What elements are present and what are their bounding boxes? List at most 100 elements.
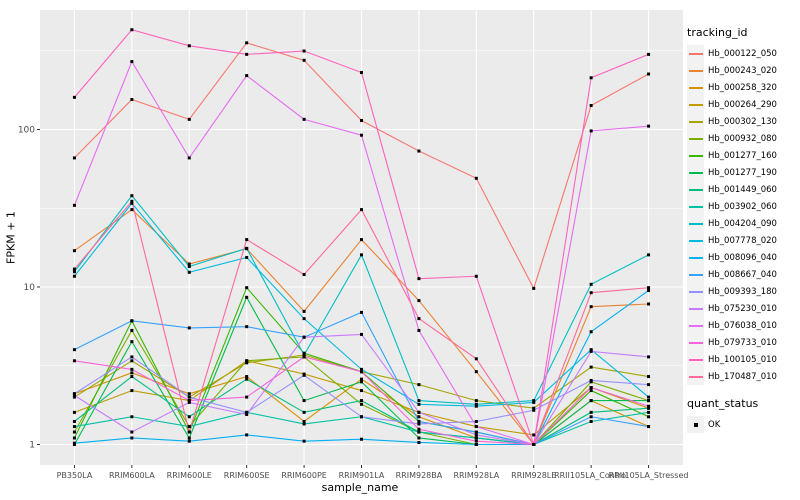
- data-point: [647, 415, 651, 419]
- data-point: [474, 425, 478, 429]
- data-point: [187, 415, 191, 419]
- legend-item-Hb_000122_050: Hb_000122_050: [687, 45, 799, 62]
- legend-key: [687, 334, 704, 351]
- data-point: [245, 375, 249, 379]
- data-point: [417, 430, 421, 434]
- data-point: [647, 52, 651, 56]
- data-point: [187, 392, 191, 396]
- data-point: [130, 208, 134, 212]
- legend-item-Hb_004204_090: Hb_004204_090: [687, 215, 799, 232]
- legend-key: [687, 317, 704, 334]
- legend-color-line: [688, 154, 703, 157]
- data-point: [647, 395, 651, 399]
- data-point: [589, 305, 593, 309]
- legend-key: [687, 62, 704, 79]
- legend-title-tracking-id: tracking_id: [687, 26, 748, 39]
- data-point: [72, 359, 76, 363]
- data-point: [417, 415, 421, 419]
- data-point: [417, 317, 421, 321]
- data-point: [245, 361, 249, 365]
- data-point: [130, 389, 134, 393]
- data-point: [360, 133, 363, 137]
- legend-key: [687, 351, 704, 368]
- y-tick-label: 100: [18, 126, 35, 136]
- legend-label: Hb_000243_020: [708, 65, 777, 76]
- data-point: [647, 406, 651, 410]
- data-point: [647, 404, 651, 408]
- data-point: [474, 439, 478, 443]
- data-point: [417, 399, 421, 403]
- data-point: [72, 393, 76, 397]
- data-point: [589, 365, 593, 369]
- data-point: [302, 335, 306, 339]
- data-point: [589, 378, 593, 382]
- legend-item-Hb_009393_180: Hb_009393_180: [687, 283, 799, 300]
- data-point: [360, 377, 363, 381]
- data-point: [72, 270, 76, 274]
- data-point: [474, 399, 478, 403]
- data-point: [187, 436, 191, 440]
- legend-item-Hb_000302_130: Hb_000302_130: [687, 113, 799, 130]
- data-point: [72, 203, 76, 207]
- data-point: [187, 425, 191, 429]
- legend-item-Hb_008667_040: Hb_008667_040: [687, 266, 799, 283]
- data-point: [474, 430, 478, 434]
- legend-color-line: [688, 324, 703, 327]
- legend-item-Hb_007778_020: Hb_007778_020: [687, 232, 799, 249]
- legend-item-Hb_003902_060: Hb_003902_060: [687, 198, 799, 215]
- legend-color-line: [688, 256, 703, 259]
- data-point: [130, 60, 134, 64]
- data-point: [72, 274, 76, 278]
- legend-label: Hb_008667_040: [708, 269, 777, 280]
- legend-color-line: [688, 137, 703, 140]
- data-point: [647, 383, 651, 387]
- legend-label: Hb_001277_160: [708, 150, 777, 161]
- legend-label: Hb_001277_190: [708, 167, 777, 178]
- data-point: [245, 255, 249, 259]
- legend-item-Hb_000264_290: Hb_000264_290: [687, 96, 799, 113]
- x-axis-title: sample_name: [321, 481, 399, 494]
- data-point: [302, 353, 306, 357]
- data-point: [130, 430, 134, 434]
- data-point: [360, 389, 363, 393]
- data-point: [360, 415, 363, 419]
- data-point: [245, 74, 249, 78]
- data-point: [417, 419, 421, 423]
- data-point: [589, 349, 593, 353]
- legend-color-line: [688, 69, 703, 72]
- data-point: [187, 44, 191, 48]
- data-point: [532, 443, 536, 446]
- data-point: [72, 430, 76, 434]
- data-point: [302, 410, 306, 414]
- x-tick-label: RRIM600PE: [281, 471, 327, 480]
- legend-label: Hb_004204_090: [708, 218, 777, 229]
- legend-item-Hb_079733_010: Hb_079733_010: [687, 334, 799, 351]
- ok-point-swatch: [693, 422, 698, 427]
- data-point: [589, 348, 593, 352]
- data-point: [589, 104, 593, 108]
- legend-label: Hb_008096_040: [708, 252, 777, 263]
- data-point: [417, 149, 421, 153]
- legend-item-Hb_001449_060: Hb_001449_060: [687, 181, 799, 198]
- data-point: [245, 359, 249, 363]
- data-point: [72, 425, 76, 429]
- data-point: [589, 291, 593, 295]
- data-point: [130, 436, 134, 440]
- x-tick-label: RRII105LA_Control: [554, 471, 628, 480]
- data-point: [647, 302, 651, 306]
- x-tick-label: RRIM600LA: [109, 471, 155, 480]
- data-point: [130, 194, 134, 198]
- data-point: [245, 413, 249, 417]
- legend-key: [687, 79, 704, 96]
- data-point: [187, 326, 191, 330]
- legend-key: [687, 96, 704, 113]
- legend-color-line: [688, 375, 703, 378]
- data-point: [130, 355, 134, 359]
- legend-key: [687, 249, 704, 266]
- legend-item-Hb_075230_010: Hb_075230_010: [687, 300, 799, 317]
- data-point: [130, 340, 134, 344]
- data-point: [474, 176, 478, 180]
- legend-tracking-items: Hb_000122_050 Hb_000243_020 Hb_000258_320 H…: [687, 45, 799, 385]
- data-point: [360, 399, 363, 403]
